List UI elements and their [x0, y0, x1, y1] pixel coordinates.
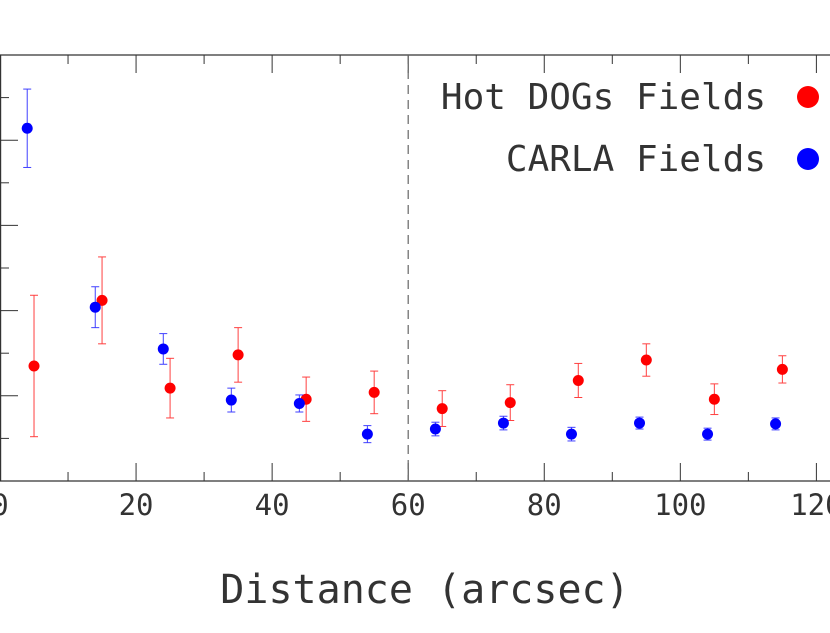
point — [565, 428, 577, 440]
legend-marker — [797, 86, 819, 108]
point — [157, 343, 169, 355]
point — [770, 418, 782, 430]
x-tick-label: 80 — [527, 488, 562, 522]
legend-marker — [797, 148, 819, 170]
x-tick-label: 100 — [654, 488, 706, 522]
point — [429, 423, 441, 435]
point — [634, 417, 646, 429]
point — [293, 397, 305, 409]
point — [497, 417, 509, 429]
x-tick-label: 40 — [255, 488, 290, 522]
point — [504, 397, 516, 409]
x-tick-label: 20 — [119, 488, 154, 522]
point — [368, 386, 380, 398]
x-tick-label: 120 — [790, 488, 830, 522]
legend-label: Hot DOGs Fields — [441, 77, 766, 118]
point — [776, 363, 788, 375]
point — [708, 393, 720, 405]
point — [572, 374, 584, 386]
point — [89, 301, 101, 313]
point — [436, 403, 448, 415]
point — [361, 428, 373, 440]
point — [21, 122, 33, 134]
point — [232, 349, 244, 361]
point — [164, 382, 176, 394]
legend-label: CARLA Fields — [506, 139, 766, 180]
point — [225, 394, 237, 406]
point — [28, 360, 40, 372]
x-tick-label: 60 — [391, 488, 426, 522]
point — [640, 354, 652, 366]
x-axis-label: Distance (arcsec) — [220, 567, 629, 613]
x-tick-label: 0 — [0, 488, 9, 522]
point — [96, 294, 108, 306]
point — [702, 428, 714, 440]
